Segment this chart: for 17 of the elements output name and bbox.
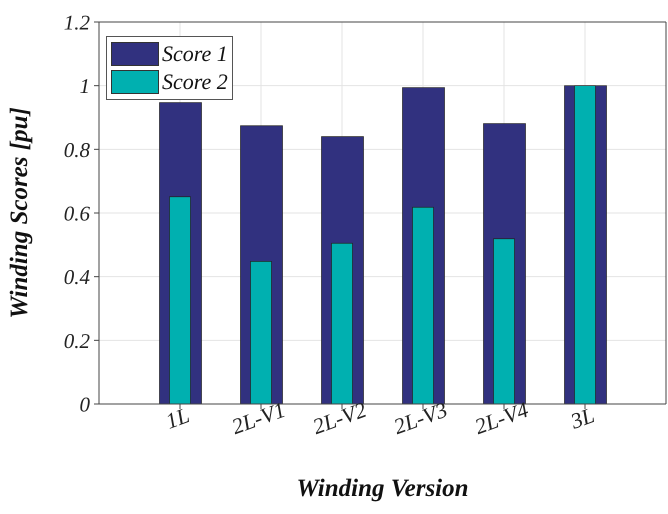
- y-axis-title: Winding Scores [pu]: [6, 107, 33, 319]
- y-tick-label: 0.2: [64, 328, 90, 353]
- y-tick-label: 0: [80, 392, 90, 416]
- legend-label: Score 1: [162, 41, 228, 67]
- legend-label: Score 2: [162, 69, 228, 95]
- x-tick-label: 2L-V1: [228, 396, 289, 440]
- y-tick-label: 1.2: [64, 10, 90, 34]
- x-tick-label: 1L: [162, 402, 193, 434]
- y-tick-label: 0.6: [64, 201, 90, 226]
- x-tick-label: 2L-V2: [309, 396, 370, 440]
- x-tick-label: 2L-V3: [390, 396, 451, 440]
- x-axis-title: Winding Version: [296, 475, 469, 502]
- y-tick-label: 0.4: [64, 265, 90, 290]
- x-tick-label: 2L-V4: [471, 396, 532, 440]
- y-tick-label: 0.8: [64, 138, 90, 162]
- x-tick-label: 3L: [566, 402, 598, 434]
- y-tick-label: 1: [80, 74, 90, 98]
